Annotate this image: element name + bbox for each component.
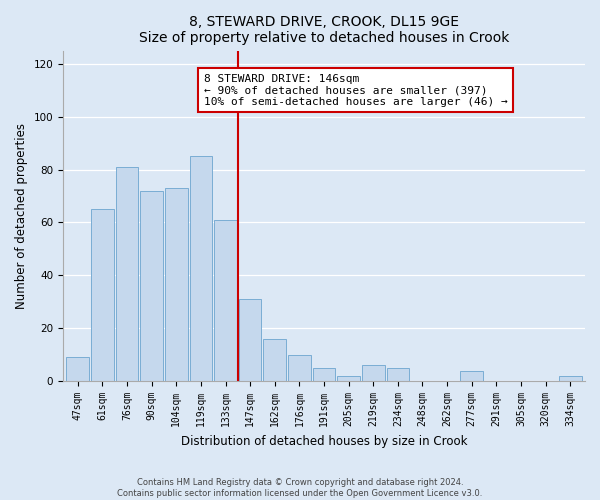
Y-axis label: Number of detached properties: Number of detached properties xyxy=(15,123,28,309)
Bar xyxy=(460,370,483,381)
Bar xyxy=(362,366,385,381)
X-axis label: Distribution of detached houses by size in Crook: Distribution of detached houses by size … xyxy=(181,434,467,448)
Bar xyxy=(91,210,114,381)
Bar xyxy=(313,368,335,381)
Bar xyxy=(559,376,581,381)
Text: Contains HM Land Registry data © Crown copyright and database right 2024.
Contai: Contains HM Land Registry data © Crown c… xyxy=(118,478,482,498)
Bar xyxy=(239,299,262,381)
Bar xyxy=(386,368,409,381)
Bar xyxy=(116,167,139,381)
Bar xyxy=(263,339,286,381)
Bar xyxy=(67,358,89,381)
Bar xyxy=(190,156,212,381)
Bar xyxy=(140,190,163,381)
Bar xyxy=(214,220,237,381)
Text: 8 STEWARD DRIVE: 146sqm
← 90% of detached houses are smaller (397)
10% of semi-d: 8 STEWARD DRIVE: 146sqm ← 90% of detache… xyxy=(204,74,508,107)
Bar xyxy=(165,188,188,381)
Bar xyxy=(337,376,360,381)
Title: 8, STEWARD DRIVE, CROOK, DL15 9GE
Size of property relative to detached houses i: 8, STEWARD DRIVE, CROOK, DL15 9GE Size o… xyxy=(139,15,509,45)
Bar xyxy=(288,354,311,381)
